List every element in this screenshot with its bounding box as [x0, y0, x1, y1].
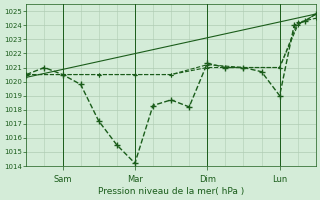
X-axis label: Pression niveau de la mer( hPa ): Pression niveau de la mer( hPa )	[98, 187, 244, 196]
